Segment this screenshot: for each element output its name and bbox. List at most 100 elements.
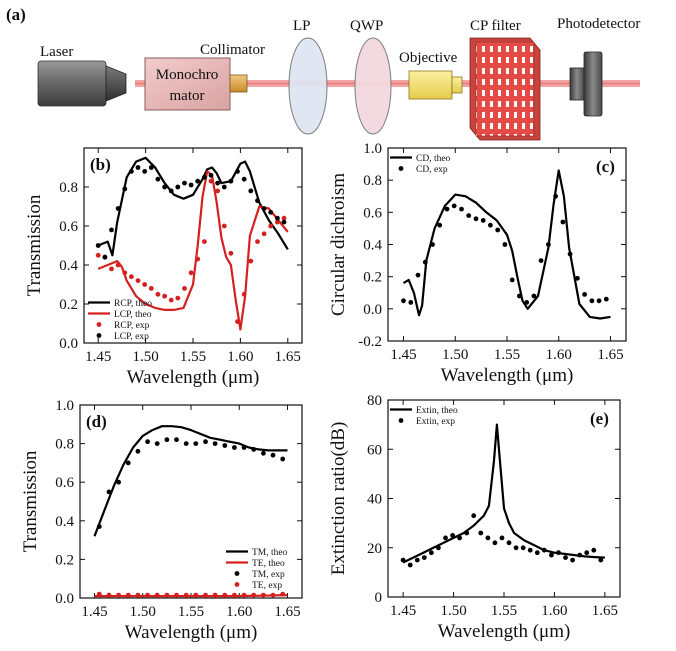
data-point-extin-exp — [464, 530, 470, 536]
y-tick-label: 0.8 — [55, 437, 74, 453]
plot-area-e — [400, 423, 605, 568]
data-point-extin-exp — [506, 540, 512, 546]
data-point-extin-exp — [407, 562, 413, 568]
x-tick-label: 1.60 — [541, 603, 567, 619]
data-point-rcp-exp — [208, 178, 214, 184]
legend-entry: TM, theo — [252, 548, 288, 558]
data-point-cd-exp — [451, 203, 457, 209]
data-point-te-exp — [193, 592, 199, 598]
y-tick-label: 0.2 — [55, 552, 74, 568]
data-point-te-exp — [164, 592, 170, 598]
data-point-cd-exp — [480, 218, 486, 223]
data-point-te-exp — [116, 592, 121, 598]
data-point-rcp-exp — [109, 266, 114, 272]
data-point-lcp-exp — [129, 169, 134, 174]
data-point-extin-exp — [485, 535, 491, 541]
data-point-rcp-exp — [115, 262, 121, 268]
series-line-extin-theo — [402, 423, 605, 564]
legend-swatch-dot — [96, 333, 102, 338]
y-tick-label: 0.2 — [59, 297, 78, 313]
x-tick-label: 1.55 — [494, 347, 520, 363]
data-point-rcp-exp — [195, 256, 201, 262]
legend-entry: RCP, exp — [114, 321, 150, 331]
y-tick-label: 0.4 — [363, 238, 382, 254]
y-tick-label: 60 — [367, 442, 382, 458]
data-point-cd-exp — [560, 219, 566, 225]
data-point-rcp-exp — [248, 258, 254, 264]
data-point-rcp-exp — [188, 270, 194, 276]
y-tick-label: 0.6 — [363, 205, 382, 221]
series-line-te-theo — [94, 594, 288, 598]
quarter-wave-plate-lens — [354, 37, 392, 135]
data-point-te-exp — [280, 591, 286, 597]
data-point-extin-exp — [570, 557, 575, 563]
data-point-lcp-exp — [208, 172, 214, 178]
y-tick-label: 0.0 — [363, 302, 382, 318]
data-point-lcp-exp — [162, 184, 168, 190]
data-point-extin-exp — [556, 550, 561, 556]
legend-entry: CD, theo — [416, 154, 451, 164]
data-point-te-exp — [96, 591, 102, 597]
chart-panel-c: 1.45 1.50 1.55 1.60 1.65 -0.2 0.0 0.2 0.4 0.6 0.8 1… — [328, 141, 627, 386]
data-point-lcp-exp — [95, 243, 101, 248]
data-point-extin-exp — [584, 550, 590, 556]
y-tick-label: 0.8 — [59, 180, 78, 196]
x-tick-label: 1.60 — [227, 349, 253, 365]
y-axis-label: Transmission — [24, 194, 45, 296]
data-point-cd-exp — [459, 206, 464, 212]
data-point-lcp-exp — [202, 174, 207, 180]
data-point-tm-exp — [251, 447, 257, 452]
data-point-rcp-exp — [275, 219, 280, 225]
data-point-extin-exp — [534, 550, 540, 556]
data-point-rcp-exp — [129, 274, 134, 280]
data-point-rcp-exp — [241, 291, 247, 297]
data-point-extin-exp — [598, 557, 604, 563]
y-axis-label: Transmission — [20, 450, 41, 552]
data-point-tm-exp — [135, 448, 141, 454]
label-photodetector: Photodetector — [557, 16, 640, 32]
data-point-lcp-exp — [102, 254, 108, 260]
data-point-cd-exp — [589, 298, 595, 304]
y-tick-label: -0.2 — [358, 334, 382, 350]
x-tick-label: 1.45 — [390, 347, 416, 363]
data-point-cd-exp — [502, 242, 508, 247]
x-tick-label: 1.45 — [390, 603, 416, 619]
cp-filter — [469, 37, 541, 141]
data-point-tm-exp — [164, 437, 170, 443]
data-point-lcp-exp — [148, 165, 154, 170]
data-point-te-exp — [212, 592, 218, 598]
data-point-te-exp — [125, 592, 131, 598]
setup-diagram: (a) Laser Monochro mator Collimator LP Q… — [6, 5, 640, 141]
data-point-extin-exp — [520, 545, 526, 551]
x-axis-label: Wavelength (μm) — [441, 365, 574, 386]
data-point-extin-exp — [492, 540, 498, 546]
data-point-lcp-exp — [115, 206, 121, 211]
data-point-extin-exp — [527, 547, 533, 553]
y-tick-label: 0.6 — [59, 219, 78, 235]
data-point-cd-exp — [524, 300, 530, 305]
x-tick-label: 1.65 — [274, 604, 300, 620]
data-point-rcp-exp — [168, 297, 174, 303]
data-point-tm-exp — [193, 441, 199, 446]
legend-entry: TM, exp — [252, 570, 285, 580]
legend-swatch-dot — [398, 166, 404, 171]
data-point-lcp-exp — [195, 178, 201, 184]
label-monochromator-line2: mator — [170, 88, 205, 104]
x-tick-label: 1.50 — [442, 347, 468, 363]
data-point-lcp-exp — [122, 186, 128, 192]
y-tick-label: 20 — [367, 541, 382, 557]
panel-label-c: (c) — [596, 157, 615, 176]
legend-entry: Extin, exp — [416, 417, 455, 427]
data-point-cd-exp — [596, 298, 602, 304]
data-point-cd-exp — [415, 272, 421, 278]
data-point-te-exp — [222, 592, 228, 598]
data-point-extin-exp — [414, 557, 420, 563]
data-point-cd-exp — [488, 222, 493, 228]
data-point-cd-exp — [603, 296, 609, 302]
data-point-cd-exp — [473, 216, 479, 222]
data-point-te-exp — [232, 592, 237, 598]
plot-area-c — [401, 169, 611, 320]
data-point-extin-exp — [400, 557, 406, 563]
